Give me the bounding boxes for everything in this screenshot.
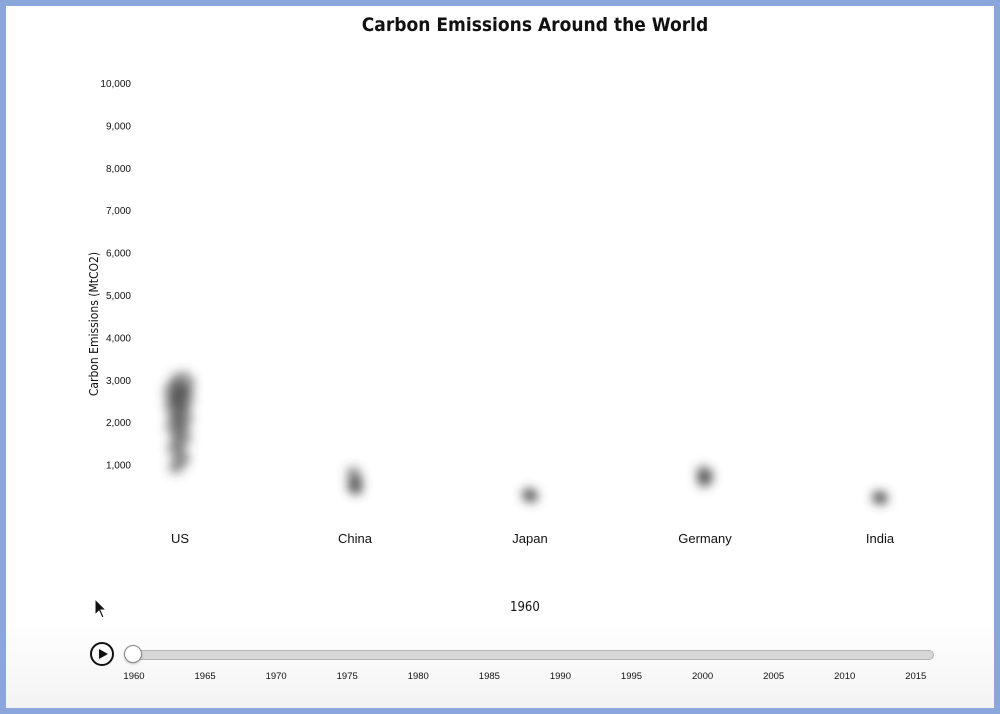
chart-title: Carbon Emissions Around the World	[361, 14, 709, 36]
slider-tick-label: 1970	[266, 671, 287, 682]
y-tick-label: 1,000	[106, 461, 131, 472]
chart-plot: 1,000 2,000 3,000 4,000 5,000 6,000 7,000 8,000…	[100, 79, 895, 546]
category-label: US	[171, 531, 189, 546]
category-label: Germany	[678, 531, 732, 546]
slider-tick-label: 2000	[692, 671, 713, 682]
slider-tick-label: 2005	[763, 671, 784, 682]
slider-tick-label: 1960	[123, 671, 144, 682]
data-point	[697, 475, 709, 488]
slider-tick-label: 1990	[550, 671, 571, 682]
category-label: Japan	[512, 531, 547, 546]
data-point	[168, 459, 184, 475]
category-label: China	[338, 531, 373, 546]
slider-tick-label: 1965	[195, 671, 216, 682]
data-point	[351, 483, 363, 496]
y-tick-label: 8,000	[106, 164, 131, 175]
y-tick-label: 10,000	[100, 79, 131, 90]
y-tick-label: 6,000	[106, 249, 131, 260]
current-year-label: 1960	[510, 600, 540, 615]
slider-tick-label: 1985	[479, 671, 500, 682]
slider-ticks: 1960 1965 1970 1975 1980 1985 1990 1995 2000 2005…	[123, 671, 926, 682]
y-tick-label: 3,000	[106, 376, 131, 387]
slider-tick-label: 1975	[337, 671, 358, 682]
slider-tick-label: 1980	[408, 671, 429, 682]
year-slider-track[interactable]	[128, 650, 934, 660]
category-label: India	[866, 531, 895, 546]
data-point	[526, 490, 538, 503]
y-tick-label: 9,000	[106, 121, 131, 132]
slider-tick-label: 2015	[905, 671, 926, 682]
y-tick-label: 7,000	[106, 206, 131, 217]
chart-frame: Carbon Emissions Around the World Carbon…	[6, 6, 994, 708]
y-tick-label: 5,000	[106, 291, 131, 302]
slider-tick-label: 2010	[834, 671, 855, 682]
mouse-pointer-icon	[94, 597, 108, 625]
year-slider-handle[interactable]	[124, 645, 142, 663]
data-point	[876, 492, 888, 505]
slider-tick-label: 1995	[621, 671, 642, 682]
y-tick-label: 2,000	[106, 418, 131, 429]
play-button[interactable]	[90, 642, 114, 666]
y-tick-label: 4,000	[106, 333, 131, 344]
